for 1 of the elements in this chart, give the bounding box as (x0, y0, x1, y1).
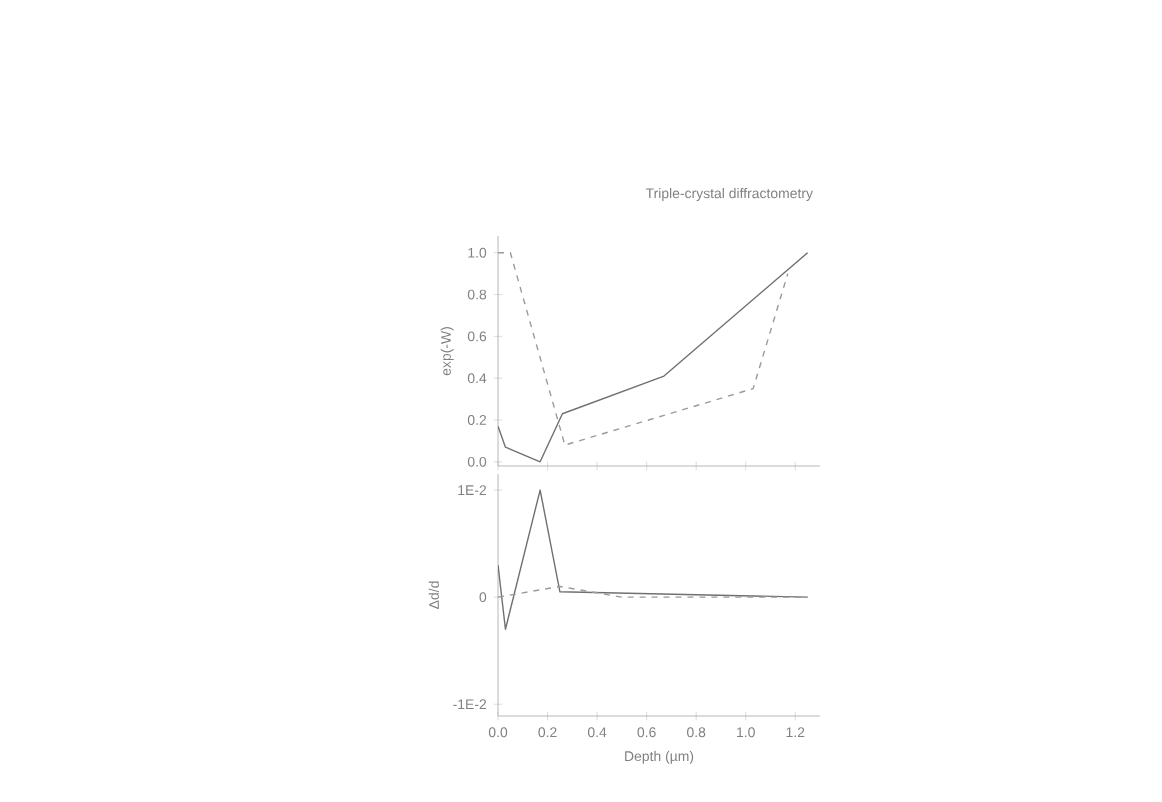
line-series (498, 489, 809, 630)
